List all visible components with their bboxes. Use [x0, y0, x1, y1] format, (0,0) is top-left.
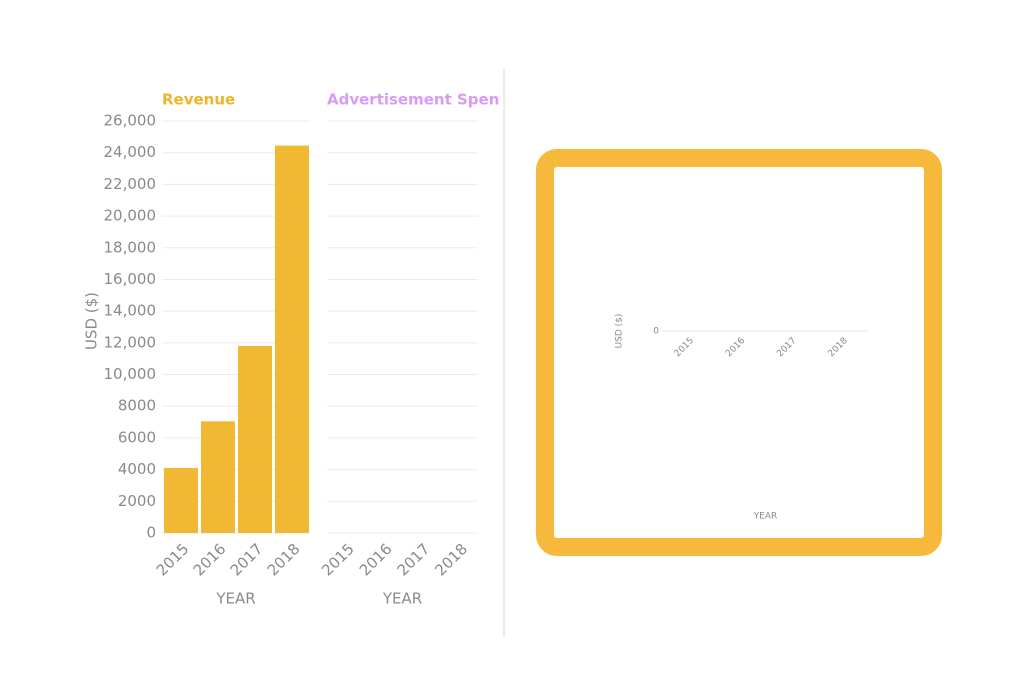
- y-tick-label: 10,000: [104, 365, 157, 383]
- y-tick-label: 4000: [118, 460, 156, 478]
- x-tick-label: 2016: [356, 540, 396, 580]
- x-tick-label: 2018: [264, 540, 304, 580]
- y-tick-label: 14,000: [104, 302, 157, 320]
- x-axis-label: YEAR: [215, 590, 255, 608]
- x-tick-label: 2015: [318, 540, 358, 580]
- y-axis-label: USD ($): [83, 292, 101, 350]
- bar: [275, 145, 309, 534]
- x-axis-label: YEAR: [382, 590, 422, 608]
- x-tick-label: 2015: [153, 540, 193, 580]
- y-tick-label: 26,000: [104, 112, 157, 130]
- x-tick-label: 2016: [190, 540, 230, 580]
- y-tick-label: 12,000: [104, 333, 157, 351]
- bar: [164, 468, 198, 533]
- y-tick-label: 22,000: [104, 175, 157, 193]
- y-tick-label: 6000: [118, 428, 156, 446]
- chart-title: Advertisement Spen: [327, 91, 499, 109]
- y-tick-label: 8000: [118, 397, 156, 415]
- bar: [201, 421, 235, 533]
- x-tick-label: 2018: [431, 540, 471, 580]
- y-tick-label: 2000: [118, 492, 156, 510]
- y-tick-label: 0: [146, 524, 156, 542]
- x-tick-label: 2017: [227, 540, 267, 580]
- highlight-frame: [536, 149, 942, 556]
- chart-title: Revenue: [162, 91, 235, 109]
- y-tick-label: 18,000: [104, 238, 157, 256]
- y-tick-label: 20,000: [104, 207, 157, 225]
- y-axis-label: USD ($): [615, 314, 625, 349]
- x-tick-label: 2017: [394, 540, 434, 580]
- x-axis-label: YEAR: [753, 512, 778, 522]
- y-tick-label: 16,000: [104, 270, 157, 288]
- bar: [238, 346, 272, 533]
- y-tick-label: 0: [653, 327, 659, 337]
- y-tick-label: 24,000: [104, 143, 157, 161]
